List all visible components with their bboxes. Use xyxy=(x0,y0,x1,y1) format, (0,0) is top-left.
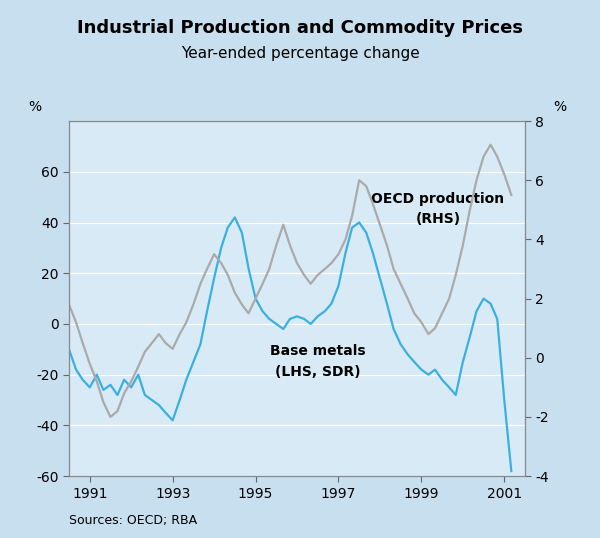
Text: (RHS): (RHS) xyxy=(415,213,461,226)
Text: (LHS, SDR): (LHS, SDR) xyxy=(275,365,361,379)
Text: %: % xyxy=(28,100,41,114)
Text: OECD production: OECD production xyxy=(371,192,505,206)
Text: Sources: OECD; RBA: Sources: OECD; RBA xyxy=(69,514,197,527)
Text: Base metals: Base metals xyxy=(270,344,365,358)
Text: Year-ended percentage change: Year-ended percentage change xyxy=(181,46,419,61)
Text: Industrial Production and Commodity Prices: Industrial Production and Commodity Pric… xyxy=(77,19,523,37)
Text: %: % xyxy=(553,100,566,114)
